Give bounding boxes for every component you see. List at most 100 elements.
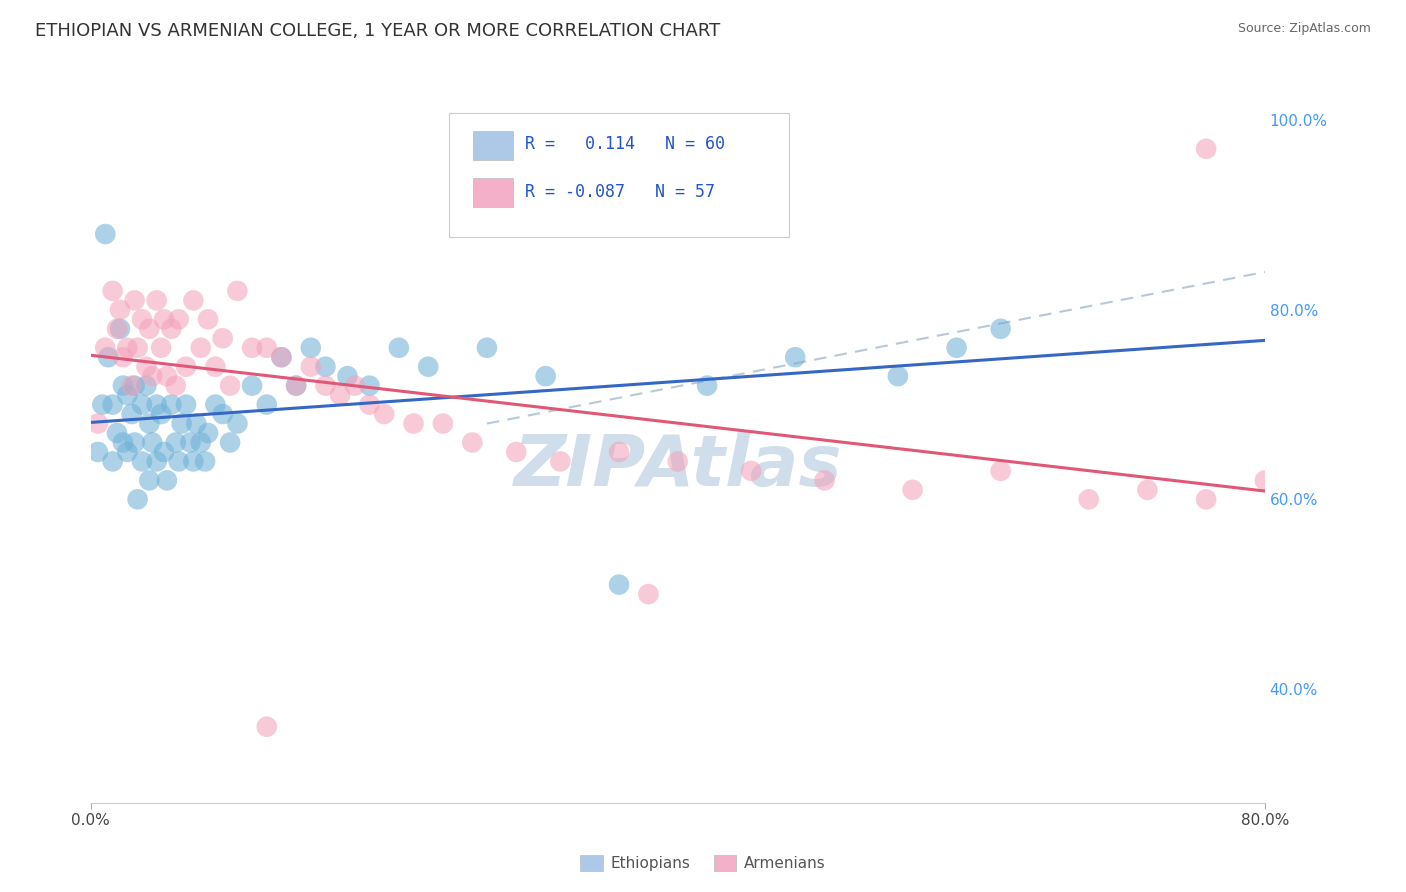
Point bbox=[174, 359, 197, 374]
Point bbox=[666, 454, 689, 468]
Point bbox=[105, 322, 128, 336]
Point bbox=[97, 350, 120, 364]
Point bbox=[256, 720, 278, 734]
Point bbox=[270, 350, 292, 364]
Point bbox=[418, 359, 440, 374]
Point bbox=[285, 378, 308, 392]
Point bbox=[211, 407, 233, 421]
Point bbox=[1195, 492, 1218, 507]
Point bbox=[343, 378, 366, 392]
Point bbox=[240, 378, 263, 392]
Point bbox=[153, 445, 176, 459]
Point bbox=[299, 359, 322, 374]
Point bbox=[226, 284, 249, 298]
Point bbox=[240, 341, 263, 355]
Point bbox=[388, 341, 411, 355]
Point bbox=[226, 417, 249, 431]
Point bbox=[105, 425, 128, 440]
Point bbox=[87, 445, 110, 459]
Point bbox=[101, 284, 124, 298]
Point bbox=[550, 454, 572, 468]
Point bbox=[124, 435, 146, 450]
Point bbox=[285, 378, 308, 392]
Point bbox=[373, 407, 395, 421]
Point bbox=[167, 312, 190, 326]
Text: R = -0.087   N = 57: R = -0.087 N = 57 bbox=[524, 183, 716, 201]
FancyBboxPatch shape bbox=[474, 178, 513, 207]
Point bbox=[336, 369, 359, 384]
Point bbox=[696, 378, 718, 392]
Point bbox=[432, 417, 454, 431]
Legend: Ethiopians, Armenians: Ethiopians, Armenians bbox=[574, 849, 832, 877]
Point bbox=[150, 407, 173, 421]
Point bbox=[194, 454, 217, 468]
Point bbox=[111, 350, 134, 364]
Point bbox=[117, 388, 139, 402]
FancyBboxPatch shape bbox=[449, 113, 789, 237]
Point bbox=[179, 435, 201, 450]
Point bbox=[111, 378, 134, 392]
Point bbox=[145, 454, 167, 468]
Point bbox=[256, 341, 278, 355]
Point bbox=[165, 435, 187, 450]
Point bbox=[121, 378, 143, 392]
Point bbox=[94, 341, 117, 355]
Point bbox=[150, 341, 173, 355]
Point bbox=[121, 407, 143, 421]
Point bbox=[299, 341, 322, 355]
Point bbox=[785, 350, 807, 364]
Point bbox=[740, 464, 762, 478]
Text: R =   0.114   N = 60: R = 0.114 N = 60 bbox=[524, 136, 725, 153]
Point bbox=[124, 293, 146, 308]
Point bbox=[1077, 492, 1099, 507]
Point bbox=[534, 369, 557, 384]
Point bbox=[329, 388, 352, 402]
Point bbox=[160, 398, 183, 412]
Text: ETHIOPIAN VS ARMENIAN COLLEGE, 1 YEAR OR MORE CORRELATION CHART: ETHIOPIAN VS ARMENIAN COLLEGE, 1 YEAR OR… bbox=[35, 22, 720, 40]
Point bbox=[183, 293, 205, 308]
Point bbox=[131, 312, 153, 326]
Point bbox=[138, 322, 160, 336]
Point bbox=[127, 341, 149, 355]
Point bbox=[359, 378, 381, 392]
Point bbox=[190, 435, 212, 450]
Point bbox=[167, 454, 190, 468]
Point bbox=[219, 435, 242, 450]
Point bbox=[256, 398, 278, 412]
Point bbox=[111, 435, 134, 450]
Point bbox=[127, 492, 149, 507]
Point bbox=[461, 435, 484, 450]
Point bbox=[204, 398, 226, 412]
Point bbox=[141, 435, 163, 450]
Point bbox=[170, 417, 193, 431]
Point bbox=[117, 341, 139, 355]
Point bbox=[156, 369, 179, 384]
Point bbox=[183, 454, 205, 468]
Point bbox=[607, 577, 630, 591]
Point bbox=[160, 322, 183, 336]
Point bbox=[117, 445, 139, 459]
Point bbox=[990, 464, 1012, 478]
Point bbox=[813, 474, 835, 488]
Point bbox=[131, 454, 153, 468]
Point bbox=[211, 331, 233, 345]
Point bbox=[314, 378, 336, 392]
Point bbox=[607, 445, 630, 459]
Point bbox=[1195, 142, 1218, 156]
Point bbox=[204, 359, 226, 374]
Point bbox=[270, 350, 292, 364]
Point bbox=[637, 587, 659, 601]
Point bbox=[887, 369, 910, 384]
Point bbox=[135, 359, 157, 374]
Point bbox=[990, 322, 1012, 336]
Point bbox=[945, 341, 967, 355]
Point bbox=[156, 474, 179, 488]
Point bbox=[101, 454, 124, 468]
Point bbox=[475, 341, 498, 355]
Point bbox=[124, 378, 146, 392]
Point bbox=[186, 417, 208, 431]
Point bbox=[359, 398, 381, 412]
Point bbox=[153, 312, 176, 326]
Point bbox=[165, 378, 187, 392]
Point bbox=[145, 293, 167, 308]
